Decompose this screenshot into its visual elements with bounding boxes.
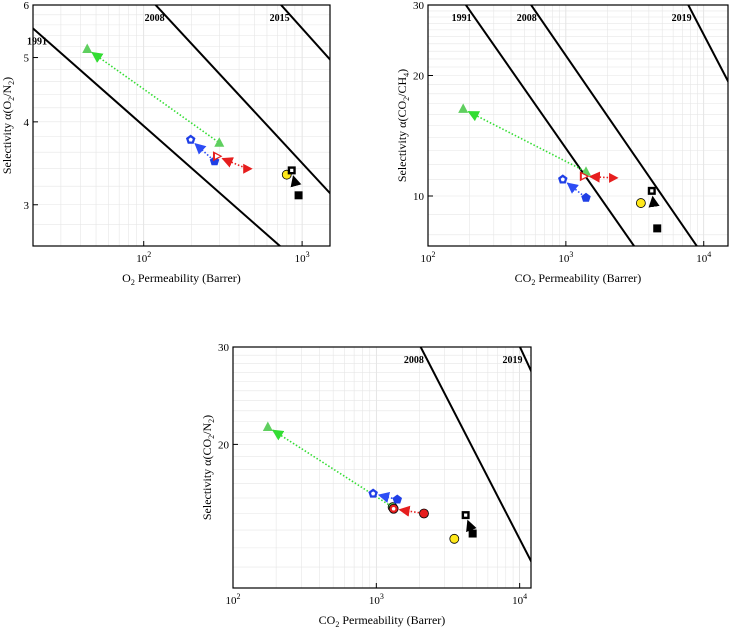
y-tick-label: 20 bbox=[413, 70, 425, 82]
point-red-circle bbox=[419, 508, 429, 519]
upper-bound-label-2019: 2019 bbox=[502, 355, 522, 366]
plot-frame bbox=[427, 4, 729, 247]
upper-bound-line-2019 bbox=[518, 347, 531, 374]
upper-bound-line-1991 bbox=[464, 5, 636, 246]
upper-bounds bbox=[464, 5, 728, 246]
point-green-triangle bbox=[458, 103, 469, 113]
upper-bound-line-2019 bbox=[687, 5, 728, 84]
point-green-triangle bbox=[82, 43, 93, 54]
chart-o2n2: 1991 2008 2015 102 103 3 4 5 6 O2 Permeability (B… bbox=[0, 0, 331, 287]
arrow-green bbox=[271, 429, 395, 509]
point-red-triangle-right bbox=[243, 163, 253, 174]
x-axis: 102 103 bbox=[136, 241, 310, 265]
x-tick-label: 102 bbox=[226, 592, 241, 607]
y-tick-label: 5 bbox=[24, 53, 30, 65]
point-black-square bbox=[294, 191, 303, 200]
point-black-square bbox=[468, 529, 477, 538]
y-tick-label: 3 bbox=[24, 200, 30, 212]
x-axis: 102 103 104 bbox=[421, 241, 711, 265]
x-tick-label: 103 bbox=[558, 250, 573, 265]
x-tick-label: 102 bbox=[421, 250, 436, 265]
y-tick-label: 4 bbox=[24, 117, 30, 129]
upper-bound-label-2008: 2008 bbox=[517, 13, 537, 24]
x-tick-label: 104 bbox=[512, 592, 527, 607]
upper-bound-line-2008 bbox=[419, 347, 531, 564]
point-red-triangle-right-open-inner bbox=[581, 173, 587, 179]
arrows bbox=[467, 110, 660, 208]
x-tick-label: 104 bbox=[696, 250, 711, 265]
point-red-circle-open-inner bbox=[391, 506, 396, 511]
upper-bound-label-1991: 1991 bbox=[452, 13, 472, 24]
upper-bound-line-2008 bbox=[154, 5, 330, 195]
upper-bound-label-2019: 2019 bbox=[672, 13, 692, 24]
y-tick-label: 20 bbox=[218, 439, 230, 451]
point-black-square bbox=[653, 224, 662, 233]
data-points bbox=[82, 43, 303, 200]
y-tick-label: 30 bbox=[413, 0, 425, 12]
y-tick-label: 6 bbox=[24, 0, 30, 12]
upper-bounds bbox=[33, 5, 330, 246]
plot-frame bbox=[232, 346, 532, 589]
upper-bound-line-2008 bbox=[529, 5, 698, 246]
x-axis-label: CO2 Permeability (Barrer) bbox=[515, 271, 642, 287]
point-red-triangle-right bbox=[609, 172, 619, 183]
point-yellow-circle bbox=[449, 533, 460, 544]
point-blue-pentagon-open-inner bbox=[560, 177, 565, 182]
plot-frame bbox=[32, 4, 331, 247]
upper-bound-line-1991 bbox=[33, 27, 282, 246]
upper-bound-line-2015 bbox=[279, 5, 330, 62]
data-points bbox=[458, 103, 662, 233]
point-yellow-circle bbox=[635, 198, 646, 208]
upper-bound-label-2015: 2015 bbox=[270, 13, 290, 24]
point-green-triangle bbox=[214, 137, 225, 147]
upper-bound-label-2008: 2008 bbox=[145, 13, 165, 24]
upper-bounds bbox=[419, 347, 531, 564]
point-blue-pentagon bbox=[581, 192, 591, 202]
y-axis-label: Selectivity α(CO2/N2) bbox=[200, 415, 216, 520]
data-points bbox=[262, 421, 477, 544]
y-axis: 3 4 5 6 bbox=[24, 0, 38, 212]
x-tick-label: 103 bbox=[295, 250, 310, 265]
grid bbox=[428, 5, 728, 246]
point-black-square-open-inner bbox=[464, 513, 468, 517]
point-blue-pentagon-open-inner bbox=[188, 137, 193, 142]
x-axis: 102 103 104 bbox=[226, 583, 527, 607]
chart-co2ch4: 1991 2008 2019 102 103 104 10 20 30 CO2 Permeabil… bbox=[395, 0, 729, 287]
y-axis: 10 20 30 bbox=[413, 0, 433, 203]
point-blue-pentagon-open-inner bbox=[371, 491, 376, 496]
point-blue-pentagon bbox=[392, 494, 403, 504]
point-red-triangle-right-open-inner bbox=[214, 153, 220, 159]
x-tick-label: 103 bbox=[369, 592, 384, 607]
grid bbox=[233, 347, 531, 588]
grid bbox=[33, 5, 330, 246]
x-tick-label: 102 bbox=[136, 250, 151, 265]
arrows bbox=[271, 429, 477, 533]
arrow-green bbox=[467, 110, 589, 174]
point-black-square-open-inner bbox=[650, 189, 654, 193]
x-axis-label: O2 Permeability (Barrer) bbox=[122, 271, 241, 287]
upper-bound-label-1991: 1991 bbox=[27, 36, 47, 47]
point-green-triangle bbox=[262, 421, 273, 432]
upper-bound-label-2008: 2008 bbox=[404, 355, 424, 366]
y-axis-label: Selectivity α(O2/N2) bbox=[0, 77, 16, 174]
x-axis-label: CO2 Permeability (Barrer) bbox=[319, 613, 446, 629]
y-tick-label: 30 bbox=[218, 342, 230, 354]
point-black-square-open-inner bbox=[290, 168, 294, 172]
y-tick-label: 10 bbox=[413, 191, 425, 203]
y-axis-label: Selectivity α(CO2/CH4) bbox=[395, 69, 411, 182]
